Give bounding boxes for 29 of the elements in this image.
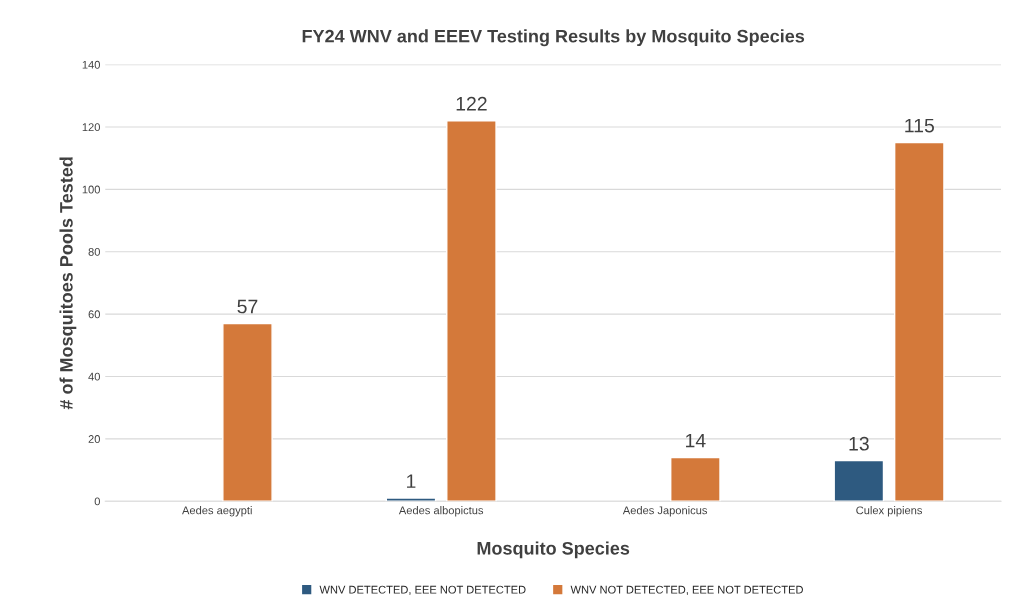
bar [446, 120, 497, 502]
x-tick-label: Aedes aegypti [182, 506, 252, 517]
legend-label: WNV DETECTED, EEE NOT DETECTED [319, 585, 526, 595]
data-label: 13 [849, 436, 869, 451]
x-tick-label: Aedes albopictus [398, 506, 484, 517]
x-axis-title: Mosquito Species [477, 541, 630, 559]
data-label: 14 [686, 433, 706, 448]
x-tick-label: Culex pipiens [856, 506, 923, 517]
bar [893, 141, 945, 502]
y-tick-label: 100 [82, 185, 100, 194]
y-tick-label: 40 [88, 372, 100, 381]
y-tick-label: 20 [88, 435, 100, 443]
y-tick-label: 0 [94, 497, 100, 506]
bar [670, 456, 721, 502]
data-label: 57 [237, 299, 258, 314]
data-label: 122 [456, 96, 487, 111]
bar [222, 322, 273, 502]
x-tick-label: Aedes Japonicus [622, 506, 708, 517]
data-label: 115 [905, 118, 934, 133]
chart-title: FY24 WNV and EEEV Testing Results by Mosquito Species [302, 29, 805, 47]
data-label: 1 [407, 474, 416, 488]
y-axis-title: # of Mosquitoes Pools Tested [59, 157, 77, 410]
bar [833, 459, 885, 502]
legend-label: WNV NOT DETECTED, EEE NOT DETECTED [570, 585, 803, 595]
y-tick-label: 120 [82, 123, 100, 132]
bar [385, 497, 437, 502]
y-tick-label: 80 [88, 247, 100, 256]
y-tick-label: 140 [82, 60, 100, 69]
y-tick-label: 60 [88, 310, 100, 319]
